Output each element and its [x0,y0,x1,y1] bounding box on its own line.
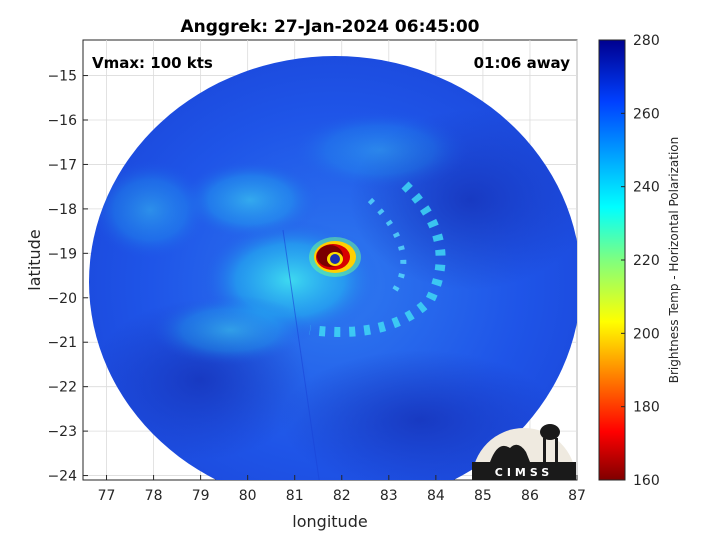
y-tick-label: −15 [47,69,77,85]
cimss-logo-text: CIMSS [495,466,553,479]
y-tick-label: −24 [47,469,77,485]
y-tick-label: −20 [47,291,77,307]
x-tick-label: 82 [333,488,351,504]
y-tick-label: −18 [47,202,77,218]
colorbar-tick-label: 240 [633,180,660,196]
y-tick-label: −21 [47,335,77,351]
x-tick-label: 83 [380,488,398,504]
cimss-logo: CIMSS [472,424,576,480]
y-tick-label: −16 [47,113,77,129]
colorbar-tick-label: 200 [633,326,660,342]
vmax-annotation: Vmax: 100 kts [92,54,213,72]
colorbar-label: Brightness Temp - Horizontal Polarizatio… [667,137,681,384]
x-tick-label: 81 [286,488,304,504]
colorbar [598,39,626,481]
colorbar-tick-label: 160 [633,473,660,489]
colorbar-tick-label: 280 [633,33,660,49]
x-tick-label: 79 [192,488,210,504]
chart-title: Anggrek: 27-Jan-2024 06:45:00 [180,17,479,37]
y-tick-label: −23 [47,424,77,440]
x-tick-label: 85 [474,488,492,504]
swath-image [89,56,577,480]
colorbar-tick-label: 260 [633,106,660,122]
x-tick-label: 86 [521,488,539,504]
colorbar-ticks: 160 180 200 220 240 260 280 [621,33,660,489]
x-tick-label: 87 [568,488,586,504]
x-axis-label: longitude [292,512,367,531]
x-tick-label: 84 [427,488,445,504]
x-tick-label: 77 [98,488,116,504]
x-tick-label: 80 [239,488,257,504]
y-tick-label: −22 [47,380,77,396]
x-tick-label: 78 [145,488,163,504]
x-axis-ticks: 77 78 79 80 81 82 83 84 85 86 87 [98,475,586,504]
y-axis-label: latitude [25,229,44,290]
time-away-annotation: 01:06 away [474,54,571,72]
y-tick-label: −19 [47,246,77,262]
y-axis-ticks: −15 −16 −17 −18 −19 −20 −21 −22 −23 −24 [47,69,88,485]
colorbar-tick-label: 180 [633,400,660,416]
y-tick-label: −17 [47,157,77,173]
colorbar-tick-label: 220 [633,253,660,269]
